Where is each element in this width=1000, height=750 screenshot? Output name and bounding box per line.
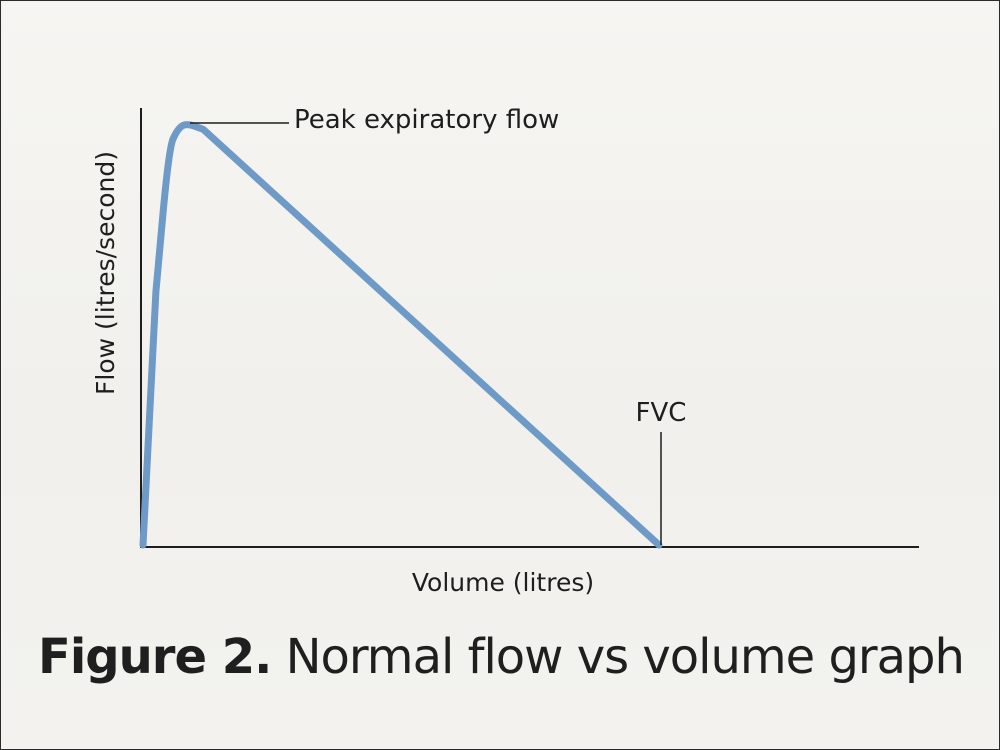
figure-caption: Figure 2. Normal flow vs volume graph (1, 629, 999, 709)
figure-background (3, 3, 997, 747)
flow-volume-curve (139, 121, 663, 549)
peak-expiratory-flow-label: Peak expiratory flow (294, 105, 559, 135)
figure-caption-text: Normal flow vs volume graph (285, 629, 965, 685)
y-axis-label: Flow (litres/second) (91, 151, 120, 395)
figure-number: Figure 2. (38, 629, 272, 685)
x-axis-label: Volume (litres) (412, 568, 594, 597)
fvc-label: FVC (636, 398, 687, 428)
